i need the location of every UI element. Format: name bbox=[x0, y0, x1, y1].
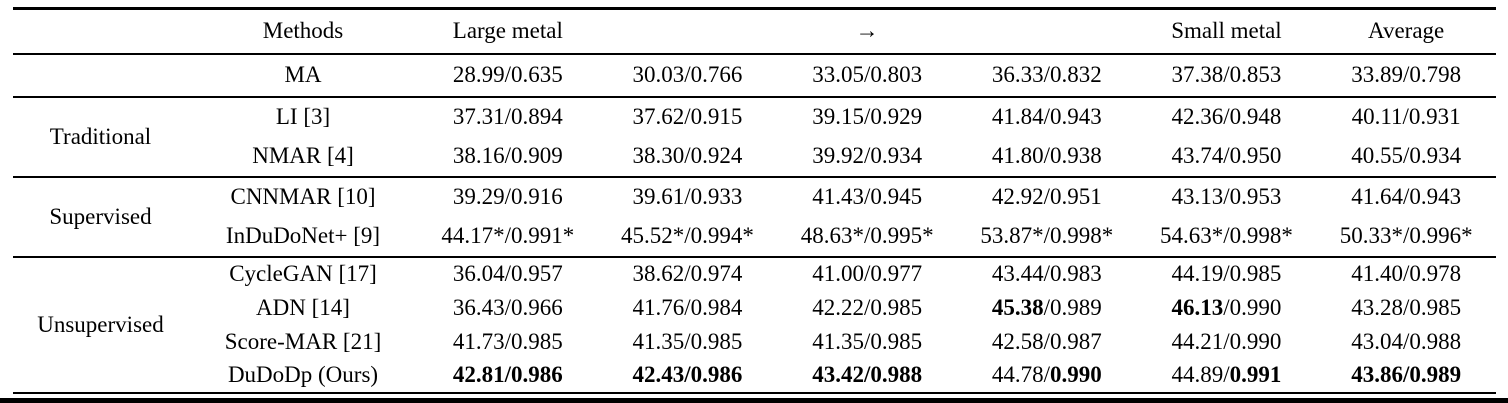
group-cell-none bbox=[13, 53, 188, 98]
value-cell: 30.03/0.766 bbox=[597, 53, 778, 98]
method-cell: CNNMAR [10] bbox=[230, 184, 376, 209]
value-cell: 42.22/0.985 bbox=[812, 294, 923, 320]
table-row-li-3-: Traditional LI [3] 37.31/0.894 37.62/0.915 3… bbox=[13, 96, 1496, 178]
value-cell: 41.64/0.943 bbox=[1351, 184, 1462, 209]
value-cell: 39.15/0.929 bbox=[812, 104, 923, 129]
method-cell: MA bbox=[188, 53, 418, 98]
header-cell-small-metal: Small metal bbox=[1136, 8, 1317, 55]
value-cell: 42.92/0.951 bbox=[991, 184, 1102, 209]
value-cell: 42.36/0.948 bbox=[1171, 104, 1282, 129]
method-cell: Score-MAR [21] bbox=[224, 328, 382, 354]
value-cell: 33.05/0.803 bbox=[777, 53, 957, 98]
method-cell: DuDoDp (Ours) bbox=[188, 358, 418, 394]
results-table: Methods Large metal → Small metal Averag… bbox=[13, 7, 1496, 394]
value-cell: 40.11/0.931 bbox=[1351, 104, 1461, 129]
value-cell: 39.29/0.916 bbox=[452, 184, 563, 209]
value-cell: 45.38/0.989 bbox=[991, 294, 1102, 320]
results-table-body: MA 28.99/0.635 30.03/0.766 33.05/0.803 36.33… bbox=[13, 53, 1496, 394]
value-cell: 36.43/0.966 bbox=[452, 294, 563, 320]
value-cell: 43.86/0.989 bbox=[1316, 358, 1496, 394]
value-cell: 41.40/0.978 bbox=[1351, 261, 1462, 286]
value-cell: 39.92/0.934 bbox=[777, 136, 957, 178]
table-row-adn-14-: ADN [14] 36.43/0.966 41.76/0.984 42.22/0.98… bbox=[13, 291, 1496, 325]
header-cell-spacer-2 bbox=[956, 8, 1137, 55]
header-cell-large-metal: Large metal bbox=[418, 8, 598, 55]
value-cell: 39.61/0.933 bbox=[632, 184, 743, 209]
value-cell: 37.38/0.853 bbox=[1136, 53, 1317, 98]
value-cell: 28.99/0.635 bbox=[418, 53, 598, 98]
value-cell: 53.87*/0.998* bbox=[956, 216, 1137, 258]
value-cell: 36.33/0.832 bbox=[956, 53, 1137, 98]
header-arrow-icon: → bbox=[777, 8, 957, 55]
value-cell: 44.17*/0.991* bbox=[418, 216, 598, 258]
value-cell: 38.62/0.974 bbox=[632, 261, 743, 286]
value-cell: 41.00/0.977 bbox=[812, 261, 923, 286]
table-row-score-mar-21-: Score-MAR [21] 41.73/0.985 41.35/0.985 41.3… bbox=[13, 325, 1496, 359]
header-cell-spacer-1 bbox=[597, 8, 778, 55]
value-cell: 42.58/0.987 bbox=[991, 328, 1102, 354]
value-cell: 41.80/0.938 bbox=[956, 136, 1137, 178]
header-cell-methods: Methods bbox=[188, 8, 418, 55]
value-cell: 42.43/0.986 bbox=[597, 358, 778, 394]
value-cell: 40.55/0.934 bbox=[1316, 136, 1496, 178]
value-cell: 43.04/0.988 bbox=[1351, 328, 1462, 354]
header-cell-average: Average bbox=[1316, 8, 1496, 55]
value-cell: 36.04/0.957 bbox=[452, 261, 563, 286]
method-cell: CycleGAN [17] bbox=[229, 261, 377, 286]
method-cell: ADN [14] bbox=[256, 294, 350, 320]
value-cell: 54.63*/0.998* bbox=[1136, 216, 1317, 258]
value-cell: 43.13/0.953 bbox=[1171, 184, 1282, 209]
value-cell: 50.33*/0.996* bbox=[1316, 216, 1496, 258]
value-cell: 41.35/0.985 bbox=[632, 328, 743, 354]
value-cell: 46.13/0.990 bbox=[1171, 294, 1282, 320]
value-cell: 38.30/0.924 bbox=[597, 136, 778, 178]
value-cell: 43.28/0.985 bbox=[1351, 294, 1462, 320]
value-cell: 43.42/0.988 bbox=[777, 358, 957, 394]
table-row-dudodp-ours-: DuDoDp (Ours) 42.81/0.986 42.43/0.986 43.42… bbox=[13, 358, 1496, 394]
method-cell: InDuDoNet+ [9] bbox=[188, 216, 418, 258]
group-cell-traditional: Traditional bbox=[13, 96, 188, 178]
table-row-cnnmar-10-: Supervised CNNMAR [10] 39.29/0.916 39.61/0.… bbox=[13, 176, 1496, 258]
value-cell: 41.84/0.943 bbox=[991, 104, 1102, 129]
table-row-cyclegan-17-: Unsupervised CycleGAN [17] 36.04/0.957 38.6… bbox=[13, 256, 1496, 394]
value-cell: 37.62/0.915 bbox=[632, 104, 743, 129]
value-cell: 38.16/0.909 bbox=[418, 136, 598, 178]
table-row-indudonet-9-: InDuDoNet+ [9] 44.17*/0.991* 45.52*/0.994*… bbox=[13, 216, 1496, 258]
value-cell: 41.73/0.985 bbox=[452, 328, 563, 354]
header-cell-group bbox=[13, 8, 188, 55]
value-cell: 42.81/0.986 bbox=[418, 358, 598, 394]
value-cell: 44.19/0.985 bbox=[1171, 261, 1282, 286]
value-cell: 33.89/0.798 bbox=[1316, 53, 1496, 98]
header-row: Methods Large metal → Small metal Averag… bbox=[13, 8, 1496, 55]
group-cell-supervised: Supervised bbox=[13, 176, 188, 258]
value-cell: 44.78/0.990 bbox=[956, 358, 1137, 394]
value-cell: 41.35/0.985 bbox=[812, 328, 923, 354]
value-cell: 48.63*/0.995* bbox=[777, 216, 957, 258]
value-cell: 44.89/0.991 bbox=[1136, 358, 1317, 394]
method-cell: LI [3] bbox=[275, 104, 331, 129]
value-cell: 45.52*/0.994* bbox=[597, 216, 778, 258]
value-cell: 43.44/0.983 bbox=[991, 261, 1102, 286]
value-cell: 44.21/0.990 bbox=[1171, 328, 1282, 354]
method-cell: NMAR [4] bbox=[188, 136, 418, 178]
value-cell: 43.74/0.950 bbox=[1136, 136, 1317, 178]
group-cell-unsupervised: Unsupervised bbox=[13, 256, 188, 394]
value-cell: 37.31/0.894 bbox=[452, 104, 563, 129]
results-table-wrapper: Methods Large metal → Small metal Averag… bbox=[13, 7, 1496, 394]
table-row-ma: MA 28.99/0.635 30.03/0.766 33.05/0.803 36.33… bbox=[13, 53, 1496, 98]
value-cell: 41.43/0.945 bbox=[812, 184, 923, 209]
table-row-nmar-4-: NMAR [4] 38.16/0.909 38.30/0.924 39.92/0.93… bbox=[13, 136, 1496, 178]
bottom-rule bbox=[0, 398, 1508, 403]
value-cell: 41.76/0.984 bbox=[632, 294, 743, 320]
